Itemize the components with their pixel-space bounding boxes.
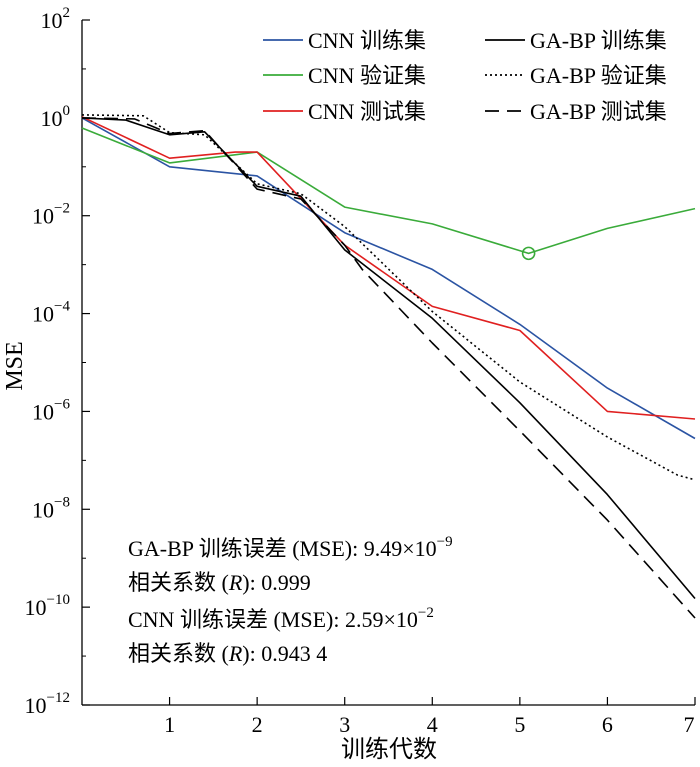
series-line-1 bbox=[81, 127, 696, 255]
y-tick-label: 10−4 bbox=[32, 299, 70, 327]
legend-label-4: GA-BP 验证集 bbox=[530, 63, 667, 88]
x-tick-label: 2 bbox=[252, 712, 263, 737]
legend-label-0: CNN 训练集 bbox=[308, 28, 426, 53]
y-tick-label: 100 bbox=[41, 103, 71, 131]
x-axis-label: 训练代数 bbox=[341, 736, 437, 763]
annotation-line-1: 相关系数 (R): 0.999 bbox=[128, 570, 311, 595]
y-tick-label: 10−2 bbox=[32, 201, 70, 229]
y-tick-label: 10−12 bbox=[25, 690, 70, 718]
y-tick-label: 10−6 bbox=[32, 396, 70, 424]
y-tick-label: 102 bbox=[41, 5, 71, 33]
best-validation-marker bbox=[521, 246, 536, 261]
annotation-line-2: CNN 训练误差 (MSE): 2.59×10−2 bbox=[128, 605, 434, 632]
legend-label-2: CNN 测试集 bbox=[308, 99, 426, 124]
legend: CNN 训练集 GA-BP 训练集 CNN 验证集 GA-BP 验证集 CNN 测试集 G… bbox=[263, 28, 667, 124]
x-tick-label: 6 bbox=[602, 712, 613, 737]
x-tick-label: 7 bbox=[684, 712, 695, 737]
y-tick-label: 10−8 bbox=[32, 494, 70, 522]
series-line-4 bbox=[81, 114, 696, 481]
series-line-0 bbox=[81, 117, 696, 440]
annotation-line-3: 相关系数 (R): 0.943 4 bbox=[128, 641, 327, 666]
legend-label-1: CNN 验证集 bbox=[308, 63, 426, 88]
x-tick-label: 3 bbox=[339, 712, 350, 737]
x-tick-label: 1 bbox=[164, 712, 175, 737]
annotation-line-0: GA-BP 训练误差 (MSE): 9.49×10−9 bbox=[128, 534, 453, 561]
legend-label-5: GA-BP 测试集 bbox=[530, 99, 667, 124]
y-axis-label: MSE bbox=[2, 341, 28, 390]
x-tick-label: 5 bbox=[514, 712, 525, 737]
x-tick-label: 4 bbox=[427, 712, 438, 737]
annotations: GA-BP 训练误差 (MSE): 9.49×10−9 相关系数 (R): 0.9… bbox=[128, 534, 453, 666]
series-line-3 bbox=[81, 117, 696, 600]
series-group bbox=[81, 114, 696, 619]
axes: 1 2 3 4 5 6 7 102 100 10−2 10−4 10−6 10−8 10−10 10−12 bbox=[25, 5, 696, 737]
legend-label-3: GA-BP 训练集 bbox=[530, 28, 667, 53]
y-tick-label: 10−10 bbox=[25, 592, 70, 620]
